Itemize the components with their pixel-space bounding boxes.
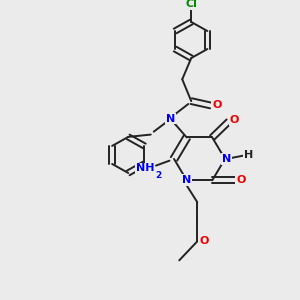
Text: Cl: Cl	[185, 0, 197, 9]
Text: N: N	[182, 175, 191, 185]
Text: O: O	[212, 100, 221, 110]
Text: O: O	[199, 236, 208, 246]
Text: H: H	[244, 149, 253, 160]
Text: O: O	[230, 115, 239, 125]
Text: O: O	[236, 175, 245, 185]
Text: N: N	[166, 114, 175, 124]
Text: 2: 2	[155, 171, 161, 180]
Text: NH: NH	[136, 164, 154, 173]
Text: N: N	[222, 154, 231, 164]
